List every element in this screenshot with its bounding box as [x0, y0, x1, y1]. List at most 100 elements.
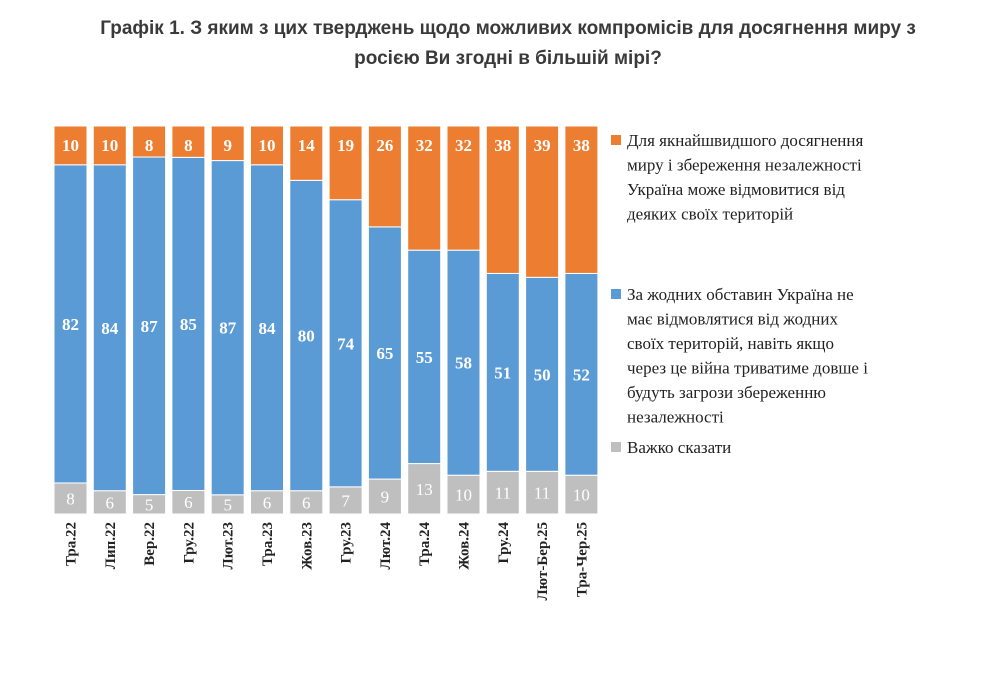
- data-label-orange-6: 14: [298, 136, 316, 155]
- legend-swatch-blue: [611, 289, 621, 299]
- data-label-gray-4: 5: [223, 495, 232, 514]
- data-label-gray-13: 10: [573, 486, 590, 505]
- category-label-8: Лют.24: [378, 522, 394, 570]
- legend-text-blue-0: За жодних обставин Україна не: [627, 285, 854, 304]
- category-label-11: Гру.24: [496, 522, 512, 564]
- category-label-10: Жов.24: [457, 522, 473, 570]
- bar-blue-10: [446, 249, 481, 476]
- bar-orange-1: [92, 125, 127, 166]
- legend: Для якнайшвидшого досягнення миру і збере…: [611, 131, 868, 457]
- legend-text-orange-3: деяких своїх територій: [627, 205, 793, 224]
- data-label-orange-7: 19: [337, 136, 354, 155]
- bar-orange-0: [53, 125, 88, 166]
- bar-gray-7: [328, 486, 363, 515]
- chart-title-line-1: Графік 1. З яким з цих тверджень щодо мо…: [100, 18, 916, 39]
- bar-orange-11: [485, 125, 520, 274]
- bar-orange-9: [407, 125, 442, 251]
- data-label-orange-11: 38: [494, 136, 511, 155]
- data-label-gray-8: 9: [381, 488, 390, 507]
- legend-text-orange-1: миру і збереження незалежності: [627, 156, 862, 175]
- category-label-13: Тра-Чер.25: [574, 522, 590, 597]
- bar-orange-7: [328, 125, 363, 201]
- bar-blue-6: [289, 179, 324, 492]
- bar-orange-2: [132, 125, 167, 158]
- category-label-6: Жов.23: [299, 522, 315, 570]
- data-label-gray-5: 6: [263, 493, 272, 512]
- bar-blue-1: [92, 164, 127, 492]
- data-label-gray-1: 6: [106, 493, 115, 512]
- bar-orange-13: [564, 125, 599, 274]
- chart-title: Графік 1. З яким з цих тверджень щодо мо…: [100, 18, 916, 69]
- chart-title-line-2: росією Ви згодні в більшій мірі?: [354, 48, 662, 69]
- legend-text-blue-2: своїх територій, навіть якщо: [627, 334, 834, 353]
- bar-blue-2: [132, 156, 167, 496]
- bar-blue-7: [328, 199, 363, 488]
- data-label-gray-6: 6: [302, 493, 311, 512]
- data-label-orange-10: 32: [455, 136, 472, 155]
- data-label-gray-7: 7: [341, 491, 350, 510]
- bar-orange-8: [367, 125, 402, 228]
- category-label-4: Лют.23: [221, 522, 237, 569]
- legend-text-blue-3: через це війна триватиме довше і: [627, 359, 868, 378]
- category-labels: Тра.22 Лип.22 Вер.22 Гру.22 Лют.23 Тра.23 Жов.…: [64, 522, 591, 601]
- data-label-orange-8: 26: [376, 136, 393, 155]
- data-label-blue-9: 55: [416, 348, 433, 367]
- data-label-gray-12: 11: [534, 484, 550, 503]
- data-label-blue-12: 50: [534, 365, 551, 384]
- bar-blue-0: [53, 164, 88, 484]
- category-label-2: Вер.22: [142, 522, 158, 566]
- data-label-gray-9: 13: [416, 480, 433, 499]
- bar-orange-10: [446, 125, 481, 251]
- bar-gray-11: [485, 470, 520, 515]
- bar-blue-3: [171, 156, 206, 491]
- bar-gray-0: [53, 482, 88, 515]
- data-label-blue-11: 51: [494, 363, 511, 382]
- category-label-5: Тра.23: [260, 522, 276, 566]
- bar-gray-10: [446, 474, 481, 515]
- data-label-blue-0: 82: [62, 315, 79, 334]
- category-label-1: Лип.22: [103, 522, 119, 569]
- legend-text-blue-4: будуть загрози збереженню: [627, 383, 826, 402]
- bar-orange-3: [171, 125, 206, 158]
- bar-blue-4: [210, 160, 245, 496]
- data-label-blue-6: 80: [298, 327, 315, 346]
- bar-blue-11: [485, 272, 520, 472]
- bar-orange-12: [525, 125, 560, 278]
- data-label-blue-8: 65: [376, 344, 393, 363]
- bar-blue-8: [367, 226, 402, 480]
- data-label-blue-13: 52: [573, 365, 590, 384]
- data-label-orange-0: 10: [62, 136, 79, 155]
- bar-orange-4: [210, 125, 245, 162]
- category-label-7: Гру.23: [339, 522, 355, 564]
- data-label-orange-4: 9: [223, 136, 232, 155]
- data-label-orange-5: 10: [259, 136, 276, 155]
- data-label-orange-3: 8: [184, 136, 193, 155]
- data-label-gray-3: 6: [184, 493, 193, 512]
- category-label-12: Лют-Бер.25: [535, 522, 551, 600]
- legend-text-gray-0: Важко сказати: [627, 438, 731, 457]
- data-label-orange-12: 39: [534, 136, 551, 155]
- legend-swatch-gray: [611, 442, 621, 452]
- bar-orange-6: [289, 125, 324, 181]
- data-label-orange-2: 8: [145, 136, 154, 155]
- data-label-orange-13: 38: [573, 136, 590, 155]
- category-label-0: Тра.22: [64, 522, 80, 566]
- data-label-blue-4: 87: [219, 319, 237, 338]
- data-label-gray-11: 11: [495, 484, 511, 503]
- category-label-3: Гру.22: [181, 522, 197, 564]
- bar-orange-5: [250, 125, 284, 166]
- bars: 8821068410587868585879684106801477419965…: [53, 125, 599, 515]
- bar-gray-8: [367, 478, 402, 515]
- data-label-gray-2: 5: [145, 495, 154, 514]
- data-label-orange-9: 32: [416, 136, 433, 155]
- bar-blue-5: [250, 164, 284, 492]
- bar-gray-13: [564, 474, 599, 515]
- data-label-orange-1: 10: [101, 136, 118, 155]
- data-label-blue-3: 85: [180, 315, 197, 334]
- data-label-blue-7: 74: [337, 334, 355, 353]
- data-label-blue-5: 84: [259, 319, 277, 338]
- legend-text-blue-5: незалежності: [627, 408, 724, 427]
- category-label-9: Тра.24: [417, 522, 433, 567]
- data-label-gray-10: 10: [455, 486, 472, 505]
